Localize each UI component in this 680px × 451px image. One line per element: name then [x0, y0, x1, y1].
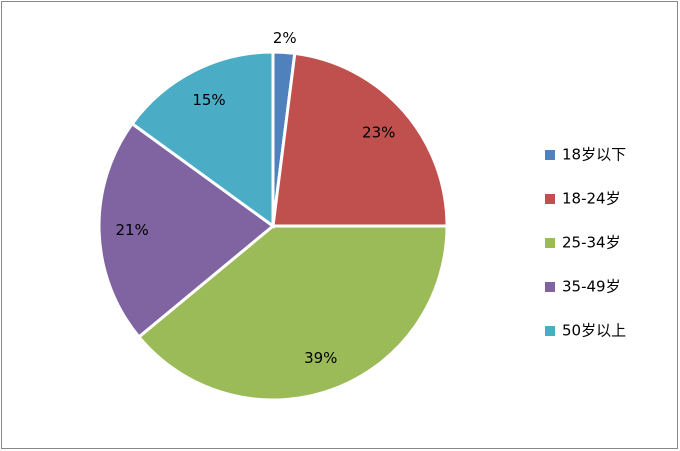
pie-slice [271, 51, 449, 228]
legend-label: 18岁以下 [562, 146, 626, 164]
legend-swatch [545, 326, 555, 336]
data-label: 23% [362, 123, 395, 141]
data-label: 39% [304, 349, 337, 367]
pie-slice [136, 224, 449, 402]
pie-slice [130, 50, 275, 229]
data-label: 21% [115, 221, 148, 239]
pie-slice [97, 121, 276, 340]
data-label: 2% [273, 29, 297, 47]
data-label: 15% [192, 91, 225, 109]
legend-label: 18-24岁 [562, 190, 621, 208]
legend-label: 35-49岁 [562, 278, 621, 296]
legend-label: 50岁以上 [562, 322, 626, 340]
legend-swatch [545, 238, 555, 248]
legend-swatch [545, 194, 555, 204]
legend-label: 25-34岁 [562, 234, 621, 252]
legend-swatch [545, 282, 555, 292]
legend-swatch [545, 150, 555, 160]
